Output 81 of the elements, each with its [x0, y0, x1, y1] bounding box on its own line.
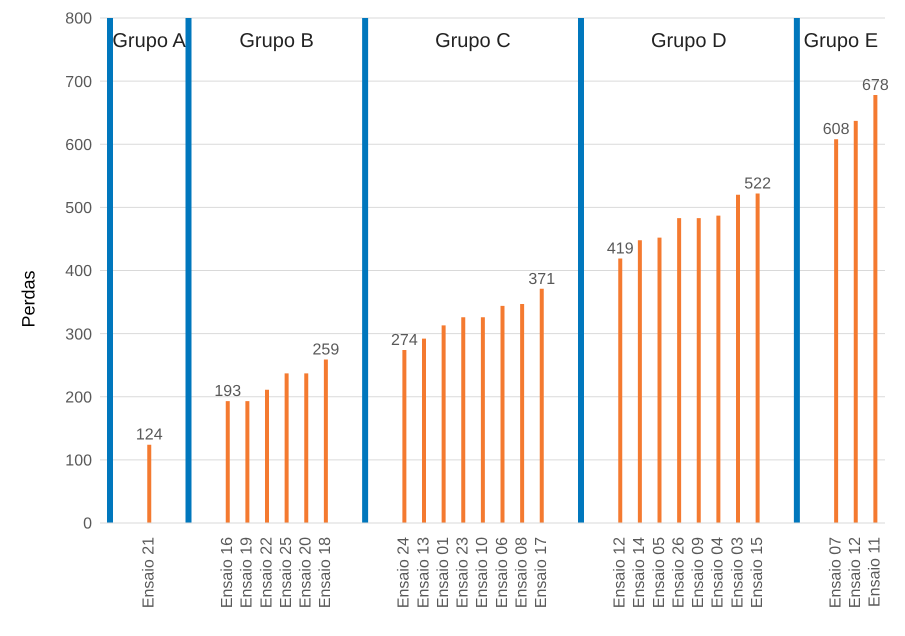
- data-label: 678: [862, 77, 889, 94]
- data-label: 371: [528, 270, 556, 288]
- annotation: Grupo C: [434, 30, 512, 53]
- bar: [756, 193, 760, 523]
- data-label: 193: [214, 383, 242, 400]
- annotation: Grupo E: [802, 30, 880, 53]
- bar: [147, 444, 152, 523]
- bar: [736, 194, 740, 523]
- x-tick-label: Ensaio 15: [748, 536, 766, 608]
- x-tick-label: Ensaio 09: [690, 536, 708, 608]
- x-tick-label: Ensaio 03: [729, 536, 746, 608]
- x-tick-label: Ensaio 19: [238, 536, 256, 608]
- annotation: Grupo B: [238, 30, 315, 53]
- bar: [284, 373, 289, 523]
- x-tick-label: Ensaio 26: [670, 536, 688, 608]
- annotation: Grupo A: [111, 30, 187, 53]
- x-tick-label: Ensaio 12: [612, 536, 629, 608]
- bar: [265, 390, 269, 523]
- bar: [402, 350, 406, 523]
- bar: [873, 95, 878, 523]
- bar: [245, 401, 250, 523]
- bar: [834, 139, 838, 523]
- y-axis-title: Perdas: [18, 270, 38, 328]
- x-tick-label: Ensaio 11: [866, 536, 884, 607]
- x-tick-label: Ensaio 07: [827, 536, 844, 608]
- x-tick-label: Ensaio 14: [631, 536, 648, 608]
- data-label: 522: [744, 175, 772, 192]
- bar: [362, 18, 368, 523]
- bar: [618, 258, 622, 523]
- bar: [107, 18, 113, 523]
- x-tick-label: Ensaio 06: [494, 536, 511, 608]
- data-label: 274: [391, 332, 418, 350]
- bar: [480, 317, 485, 523]
- x-tick-label: Ensaio 04: [710, 536, 727, 608]
- bar: [186, 18, 192, 523]
- x-tick-label: Ensaio 05: [650, 536, 668, 608]
- x-tick-label: Ensaio 21: [140, 536, 158, 608]
- x-tick-label: Ensaio 25: [278, 536, 295, 608]
- data-label: 419: [606, 240, 634, 258]
- y-tick-label: 0: [83, 516, 92, 533]
- bar: [677, 218, 682, 523]
- bar: [304, 373, 308, 523]
- bar: [696, 218, 701, 523]
- bar: [658, 238, 662, 523]
- y-tick-label: 500: [65, 200, 92, 218]
- bar: [226, 401, 230, 523]
- x-tick-label: Ensaio 18: [317, 536, 334, 608]
- x-tick-label: Ensaio 08: [513, 536, 530, 608]
- bar: [500, 306, 504, 523]
- x-tick-label: Ensaio 22: [258, 536, 276, 608]
- y-tick-label: 200: [65, 389, 92, 406]
- bar: [422, 338, 426, 523]
- data-label: 259: [312, 342, 340, 359]
- y-tick-label: 100: [65, 452, 92, 470]
- y-tick-label: 400: [65, 263, 92, 280]
- data-label: 124: [136, 426, 163, 444]
- bar: [461, 317, 466, 523]
- x-tick-label: Ensaio 13: [415, 536, 432, 608]
- data-label: 608: [822, 121, 850, 138]
- bar: [794, 18, 800, 523]
- x-tick-label: Ensaio 16: [219, 536, 236, 608]
- bar: [638, 240, 642, 523]
- y-tick-label: 300: [65, 326, 92, 344]
- bar: [854, 120, 858, 523]
- bar: [540, 288, 544, 523]
- x-tick-label: Ensaio 24: [396, 536, 413, 608]
- y-tick-label: 700: [65, 74, 92, 91]
- x-tick-label: Ensaio 12: [847, 536, 864, 608]
- y-tick-label: 800: [65, 10, 92, 28]
- bar: [442, 325, 446, 523]
- x-tick-label: Ensaio 01: [434, 536, 452, 608]
- x-tick-label: Ensaio 10: [474, 536, 492, 608]
- x-tick-label: Ensaio 23: [454, 536, 472, 608]
- x-tick-label: Ensaio 17: [533, 536, 550, 608]
- bar: [578, 18, 584, 523]
- bar: [716, 216, 720, 523]
- x-tick-label: Ensaio 20: [298, 536, 315, 608]
- y-tick-label: 600: [65, 136, 92, 154]
- annotation: Grupo D: [650, 30, 728, 53]
- bar: [520, 304, 524, 523]
- bar: [324, 360, 328, 523]
